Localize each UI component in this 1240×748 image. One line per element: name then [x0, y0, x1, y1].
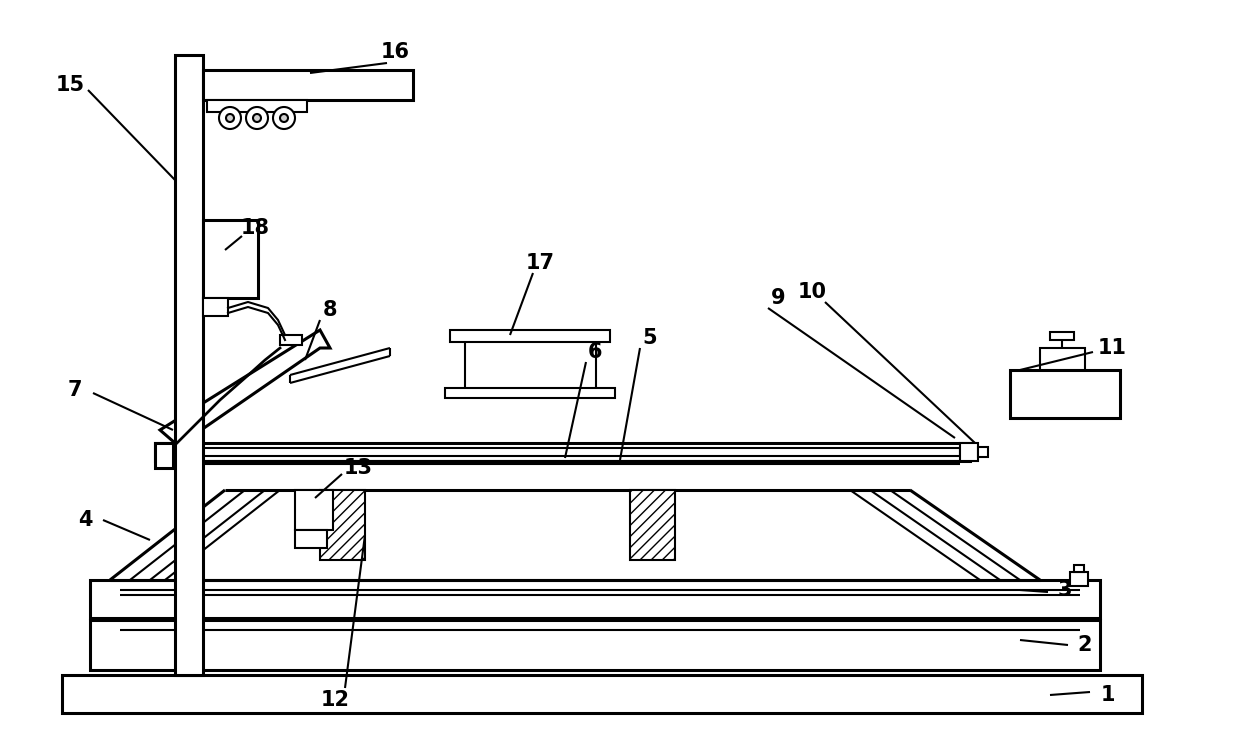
Bar — [1040, 348, 1085, 370]
Bar — [91, 580, 1100, 618]
Text: 1: 1 — [1101, 685, 1115, 705]
Text: 16: 16 — [381, 42, 409, 62]
Bar — [165, 448, 960, 456]
Text: 3: 3 — [1058, 580, 1073, 600]
Circle shape — [219, 107, 241, 129]
Bar — [155, 443, 174, 468]
Bar — [450, 330, 610, 342]
Text: 6: 6 — [588, 342, 603, 362]
Bar — [280, 335, 303, 345]
Bar — [91, 620, 1100, 670]
Bar — [203, 70, 413, 100]
Bar — [445, 388, 615, 398]
Text: 4: 4 — [78, 510, 92, 530]
Bar — [1070, 572, 1087, 586]
Bar — [155, 443, 970, 461]
Bar — [203, 298, 228, 316]
Circle shape — [280, 114, 288, 122]
Text: 8: 8 — [322, 300, 337, 320]
Text: 15: 15 — [56, 75, 84, 95]
Circle shape — [226, 114, 234, 122]
Bar — [207, 100, 308, 112]
Circle shape — [253, 114, 260, 122]
Bar — [175, 55, 203, 675]
Bar — [295, 490, 334, 530]
Bar — [978, 447, 988, 457]
Text: 5: 5 — [642, 328, 657, 348]
Text: 9: 9 — [771, 288, 785, 308]
Text: 17: 17 — [526, 253, 554, 273]
Bar — [1050, 332, 1074, 340]
Circle shape — [273, 107, 295, 129]
Bar — [295, 530, 327, 548]
Bar — [630, 490, 675, 560]
Text: 18: 18 — [241, 218, 269, 238]
Bar — [62, 675, 1142, 713]
Bar — [1074, 565, 1084, 572]
Text: 13: 13 — [343, 458, 372, 478]
Text: 11: 11 — [1097, 338, 1126, 358]
Circle shape — [246, 107, 268, 129]
Text: 7: 7 — [68, 380, 82, 400]
Bar — [960, 443, 978, 461]
Text: 12: 12 — [320, 690, 350, 710]
Bar — [203, 220, 258, 298]
Polygon shape — [160, 330, 330, 448]
Bar — [1011, 370, 1120, 418]
Text: 10: 10 — [797, 282, 827, 302]
Text: 2: 2 — [1078, 635, 1092, 655]
Bar — [320, 490, 365, 560]
